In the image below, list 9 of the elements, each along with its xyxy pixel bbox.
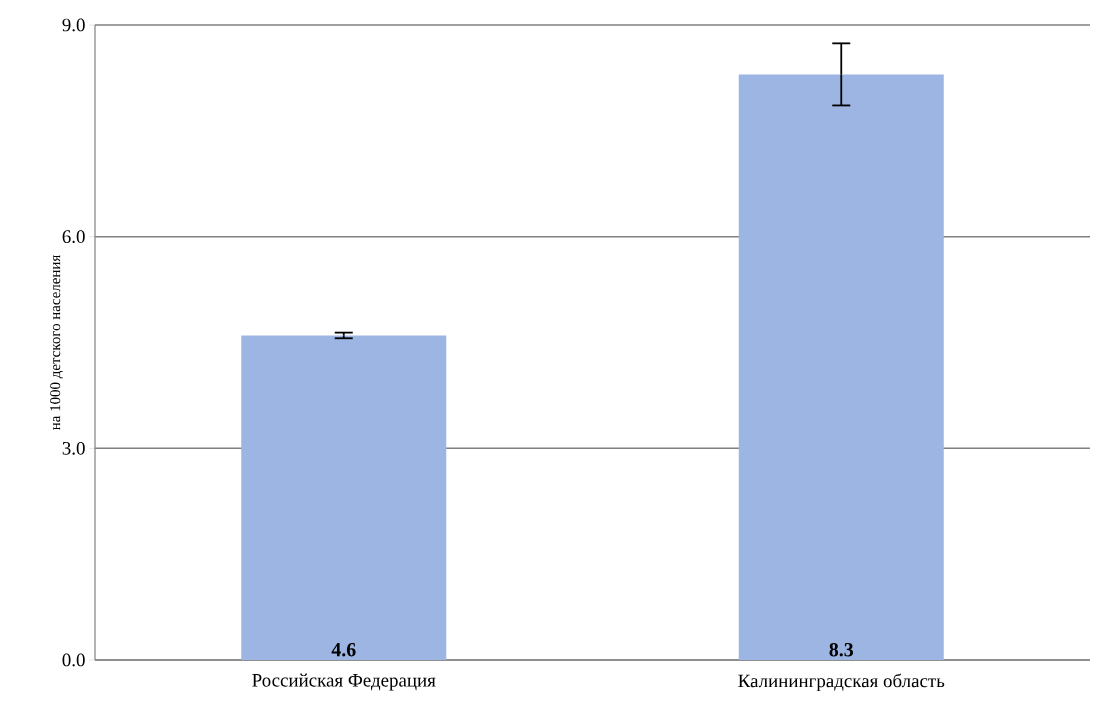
x-tick-label: Калининградская область — [738, 673, 945, 692]
y-tick-label: 9.0 — [62, 18, 85, 32]
y-tick-label: 0.0 — [62, 653, 85, 667]
y-axis-title: на 1000 детского населения — [50, 255, 63, 431]
data-label: 4.6 — [331, 643, 356, 657]
data-label: 8.3 — [829, 642, 854, 657]
y-tick-label: 6.0 — [62, 230, 85, 244]
x-tick-label: Российская Федерация — [252, 673, 436, 691]
y-tick-label: 3.0 — [62, 441, 85, 455]
